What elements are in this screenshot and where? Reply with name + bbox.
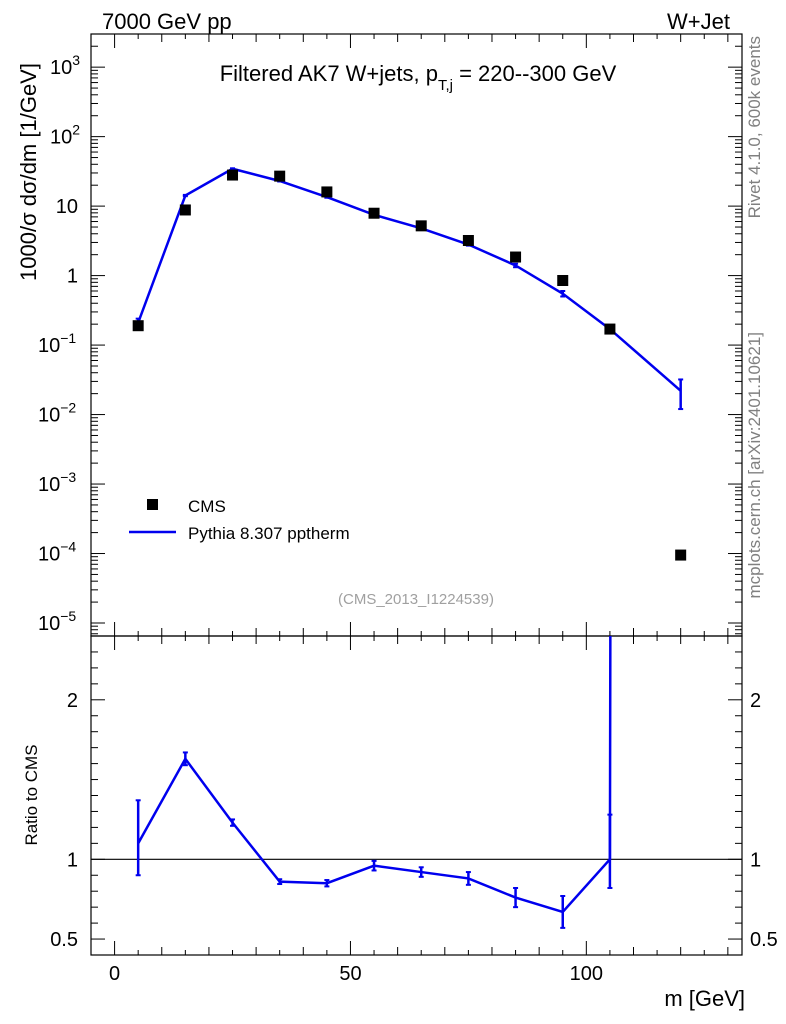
main-plot-area [132,167,687,561]
data-point [675,549,687,561]
rivet-label: Rivet 4.1.0, 600k events [745,36,764,218]
legend-data-label: CMS [188,497,226,516]
data-point [557,274,569,286]
data-point [415,220,427,232]
ratio-y-tick-label-right: 0.5 [750,929,778,951]
data-point [227,169,239,181]
legend-data-marker [147,499,158,510]
main-frame [90,33,743,637]
data-point [179,204,191,216]
ratio-y-axis-label: Ratio to CMS [22,744,41,845]
x-axis-label: m [GeV] [664,986,745,1011]
y-tick-label: 10−2 [38,400,76,427]
ratio-y-tick-label: 2 [67,690,78,712]
legend: CMS Pythia 8.307 pptherm [129,497,350,543]
y-tick-label: 103 [50,52,80,79]
data-point [462,234,474,246]
ratio-frame [90,635,743,956]
data-point [321,186,333,198]
y-tick-label: 10−1 [38,330,76,357]
y-tick-label: 102 [50,122,80,149]
data-point [368,207,380,219]
data-point [510,251,522,263]
x-tick-label: 0 [109,963,120,985]
ratio-y-tick-label-right: 1 [750,849,761,871]
mcplots-label: mcplots.cern.ch [arXiv:2401.10621] [745,332,764,598]
data-point [274,170,286,182]
chart-title: Filtered AK7 W+jets, pT,j = 220--300 GeV [220,61,617,94]
y-tick-label: 10−5 [38,608,76,635]
analysis-reference: (CMS_2013_I1224539) [338,591,494,608]
legend-mc-label: Pythia 8.307 pptherm [188,524,350,543]
y-tick-label: 10−3 [38,469,76,496]
mc-line [137,167,682,392]
data-point [132,320,144,332]
y-tick-label: 10−4 [38,539,76,566]
ratio-plot-area [135,636,613,929]
header-right: W+Jet [667,9,730,34]
x-tick-label: 50 [339,963,361,985]
y-axis-label: 1000/σ dσ/dm [1/GeV] [16,63,41,281]
y-tick-label: 10 [56,196,78,218]
y-tick-label: 1 [67,266,78,288]
ratio-y-tick-label: 0.5 [50,929,78,951]
ratio-y-tick-label: 1 [67,849,78,871]
x-tick-label: 100 [570,963,603,985]
ratio-y-tick-label-right: 2 [750,690,761,712]
header-left: 7000 GeV pp [102,9,232,34]
ratio-line [137,636,612,914]
data-point [604,323,616,335]
